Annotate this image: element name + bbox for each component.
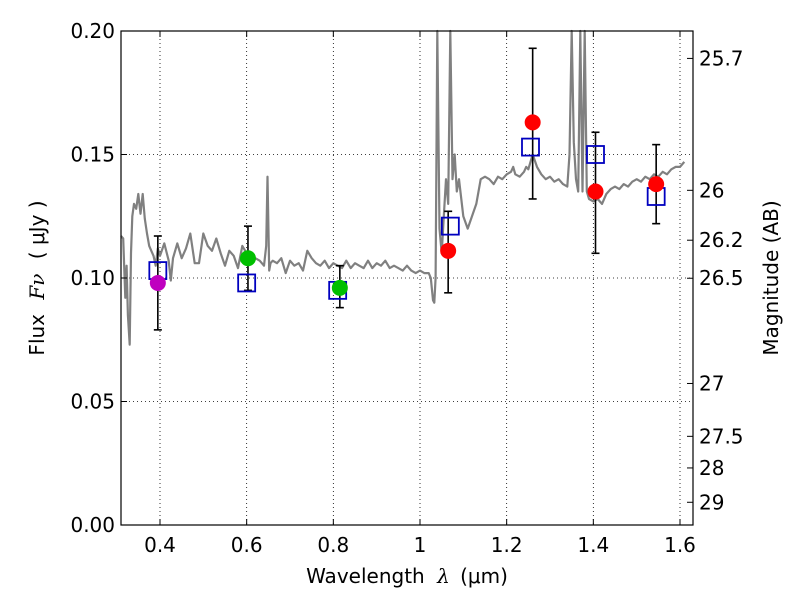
- y-tick-label: 0.10: [70, 266, 115, 290]
- model-photometry: [148, 137, 666, 300]
- observed-point: [331, 279, 348, 296]
- y-tick-label: 0.15: [70, 143, 115, 167]
- observed-point: [524, 114, 541, 131]
- observed-point: [440, 242, 457, 259]
- mag-tick-label: 26: [699, 178, 724, 202]
- plot-frame: [120, 30, 694, 526]
- x-tick-label: 0.4: [144, 533, 176, 557]
- mag-tick-label: 26.5: [699, 266, 744, 290]
- x-tick-label: 0.8: [317, 533, 349, 557]
- observed-photometry: [149, 114, 665, 296]
- mag-tick-label: 26.2: [699, 228, 744, 252]
- mag-tick-label: 29: [699, 490, 724, 514]
- x-tick-label: 1.6: [664, 533, 696, 557]
- x-tick-label: 1.2: [491, 533, 523, 557]
- model-photometry-square: [586, 145, 605, 164]
- observed-point: [149, 274, 166, 291]
- model-spectrum: [120, 29, 686, 346]
- mag-tick-label: 27: [699, 371, 724, 395]
- mag-tick-label: 25.7: [699, 46, 744, 70]
- grid: [121, 30, 693, 526]
- axis-ticks: 0.4 0.6 0.8 1 1.2 1.4 1.6 0.00 0.05 0.10 0.15 0.20 2…: [70, 19, 743, 557]
- spectrum-line: [120, 29, 686, 346]
- model-photometry-square: [521, 137, 540, 157]
- y2-axis-label: Magnitude (AB): [759, 200, 783, 355]
- x-tick-label: 1: [414, 533, 427, 557]
- mag-tick-label: 27.5: [699, 424, 744, 448]
- observed-point: [587, 183, 604, 200]
- y-tick-label: 0.00: [70, 513, 115, 537]
- y-tick-label: 0.05: [70, 390, 115, 414]
- y-tick-label: 0.20: [70, 19, 115, 43]
- x-axis-label: Wavelength λ (μm): [306, 564, 508, 588]
- model-photometry-square: [237, 273, 257, 293]
- y-axis-label: Flux Fν ( μJy ): [25, 200, 49, 355]
- mag-tick-label: 28: [699, 456, 724, 480]
- x-tick-label: 0.6: [231, 533, 263, 557]
- observed-point: [239, 250, 256, 267]
- observed-point: [648, 176, 665, 193]
- model-photometry-square: [440, 216, 460, 236]
- x-tick-label: 1.4: [577, 533, 609, 557]
